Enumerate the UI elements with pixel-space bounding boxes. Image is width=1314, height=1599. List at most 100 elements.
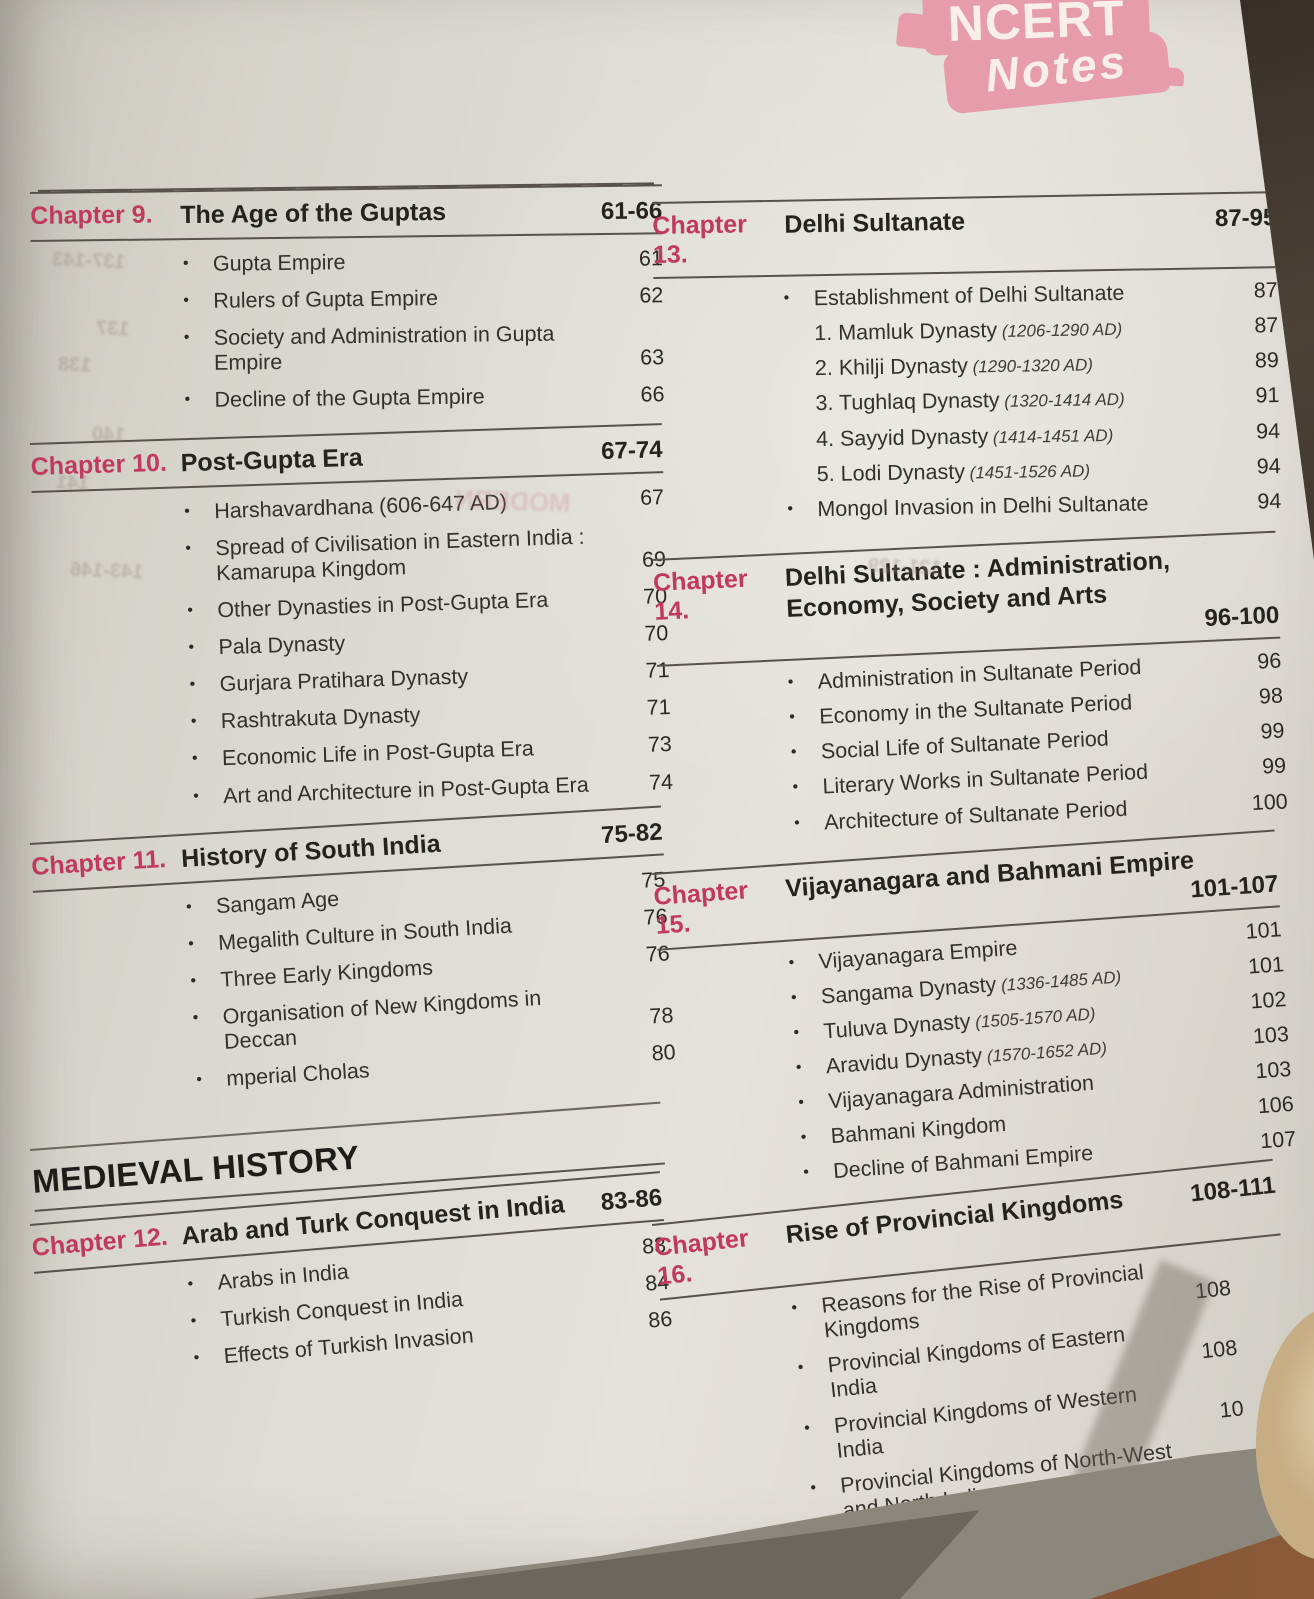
chapter-title: The Age of the Guptas bbox=[180, 197, 447, 230]
bullet-icon: • bbox=[790, 988, 798, 1006]
bullet-icon: • bbox=[800, 1128, 808, 1147]
toc-item: • Art and Architecture in Post-Gupta Era 7… bbox=[193, 770, 674, 810]
toc-item-date: (1206-1290 AD) bbox=[996, 319, 1123, 342]
chapter-label: Chapter 14. bbox=[652, 564, 749, 626]
toc-item: • Rulers of Gupta Empire 62 bbox=[183, 283, 663, 314]
bullet-icon: • bbox=[187, 602, 194, 620]
toc-item-page: 107 bbox=[1259, 1126, 1297, 1154]
toc-item: • Pala Dynasty 70 bbox=[188, 621, 669, 661]
chapter-title: Arab and Turk Conquest in India bbox=[180, 1190, 566, 1251]
bullet-icon: • bbox=[787, 673, 794, 691]
chapter-item-list: • Gupta Empire 61 • Rulers of Gupta Empire 62… bbox=[183, 246, 665, 414]
bullet-icon: • bbox=[189, 972, 197, 990]
chapter-item-list: • Vijayanagara Empire 101 • Sangama Dynasty … bbox=[788, 916, 1297, 1186]
chapter-title: Post-Gupta Era bbox=[180, 443, 364, 478]
toc-item-text: Mongol Invasion in Delhi Sultanate bbox=[817, 491, 1149, 522]
chapter-title-wrap: The Age of the Guptas 61-66 bbox=[180, 194, 662, 230]
bullet-icon: • bbox=[809, 1479, 817, 1497]
bullet-icon: • bbox=[185, 898, 193, 916]
toc-item-date: (1451-1526 AD) bbox=[964, 461, 1091, 483]
toc-item: • Rashtrakuta Dynasty 71 bbox=[190, 696, 671, 736]
bullet-icon: • bbox=[183, 502, 191, 520]
bullet-icon: • bbox=[790, 1299, 799, 1317]
toc-item-page: 99 bbox=[1261, 753, 1287, 779]
bullet-icon: • bbox=[783, 289, 790, 307]
toc-item-page: 99 bbox=[1260, 718, 1285, 744]
chapter-title: Rise of Provincial Kingdoms bbox=[784, 1185, 1125, 1250]
toc-item: 1. Mamluk Dynasty (1206-1290 AD) 87 bbox=[784, 313, 1278, 347]
bullet-icon: • bbox=[186, 1275, 194, 1293]
toc-item-text: Other Dynasties in Post-Gupta Era bbox=[216, 587, 549, 623]
chapter-title: History of South India bbox=[180, 829, 442, 874]
toc-item-page: 87 bbox=[1253, 278, 1278, 303]
chapter-block: Chapter 15. Vijayanagara and Bahmani Empi… bbox=[652, 829, 1297, 1195]
chapter-item-list: • Establishment of Delhi Sultanate 87 1. Ma… bbox=[783, 278, 1282, 523]
toc-item-text: Gurjara Pratihara Dynasty bbox=[219, 664, 469, 697]
toc-item-text: Rashtrakuta Dynasty bbox=[220, 703, 421, 734]
chapter-block: Chapter 9. The Age of the Guptas 61-66 • Gup… bbox=[30, 184, 665, 415]
toc-item-page: 106 bbox=[1257, 1091, 1295, 1119]
toc-item: • Harshavardhana (606-647 AD) 67 bbox=[184, 485, 665, 525]
toc-item: • Economic Life in Post-Gupta Era 73 bbox=[192, 733, 673, 773]
chapter-header: Chapter 9. The Age of the Guptas 61-66 bbox=[30, 184, 663, 242]
toc-item-text: Establishment of Delhi Sultanate bbox=[813, 280, 1125, 311]
toc-item-text: Harshavardhana (606-647 AD) bbox=[213, 489, 508, 523]
chapter-title-wrap: History of South India 75-82 bbox=[180, 815, 663, 874]
chapter-item-list: • Harshavardhana (606-647 AD) 67 • Spread of… bbox=[184, 485, 674, 810]
toc-item-date: (1414-1451 AD) bbox=[988, 425, 1114, 447]
chapter-block: Chapter 14. Delhi Sultanate : Administrat… bbox=[652, 530, 1288, 843]
chapter-page-range: 87-95 bbox=[1214, 203, 1277, 232]
bullet-icon bbox=[787, 462, 817, 466]
chapter-block: Chapter 13. Delhi Sultanate 87-95 • Establis… bbox=[652, 191, 1282, 525]
toc-item: 3. Tughlaq Dynasty (1320-1414 AD) 91 bbox=[785, 384, 1279, 418]
bullet-icon: • bbox=[195, 1071, 203, 1089]
toc-item-date: (1290-1320 AD) bbox=[967, 355, 1094, 377]
toc-item: 4. Sayyid Dynasty (1414-1451 AD) 94 bbox=[786, 419, 1280, 453]
bullet-icon: • bbox=[189, 676, 196, 694]
toc-item-text: Decline of the Gupta Empire bbox=[214, 384, 485, 412]
chapter-label: Chapter 11. bbox=[30, 844, 167, 881]
toc-item-page: 102 bbox=[1249, 986, 1288, 1014]
toc-column-left: Chapter 9. The Age of the Guptas 61-66 • Gup… bbox=[30, 184, 676, 1397]
bullet-icon: • bbox=[797, 1093, 805, 1112]
chapter-title-wrap: Post-Gupta Era 67-74 bbox=[180, 433, 663, 479]
bullet-icon: • bbox=[182, 254, 189, 272]
chapter-label: Chapter 12. bbox=[30, 1222, 169, 1263]
toc-item-text: Architecture of Sultanate Period bbox=[823, 796, 1128, 834]
toc-item: • Gurjara Pratihara Dynasty 71 bbox=[189, 658, 670, 698]
toc-item-text: Gupta Empire bbox=[212, 249, 346, 276]
toc-item-text: 4. Sayyid Dynasty (1414-1451 AD) bbox=[815, 423, 1114, 451]
toc-item-page: 91 bbox=[1255, 383, 1280, 408]
chapter-page-range: 101-107 bbox=[1189, 869, 1280, 903]
toc-item: • Society and Administration in Gupta Emp… bbox=[184, 320, 665, 376]
toc-item-text: Society and Administration in Gupta Empi… bbox=[213, 321, 555, 375]
bullet-icon: • bbox=[796, 1359, 805, 1377]
chapter-block: Chapter 11. History of South India 75-82 • S… bbox=[30, 805, 676, 1102]
chapter-header: Chapter 13. Delhi Sultanate 87-95 bbox=[652, 191, 1278, 279]
toc-item-text: 5. Lodi Dynasty (1451-1526 AD) bbox=[816, 459, 1091, 486]
bullet-icon: • bbox=[190, 713, 197, 731]
toc-item-page: 89 bbox=[1254, 348, 1280, 373]
toc-item: • Establishment of Delhi Sultanate 87 bbox=[783, 278, 1278, 312]
bullet-icon: • bbox=[792, 1023, 800, 1041]
chapter-title-wrap: Delhi Sultanate 87-95 bbox=[784, 201, 1276, 240]
bullet-icon bbox=[785, 356, 815, 360]
chapter-label: Chapter 13. bbox=[652, 210, 748, 269]
toc-item-page: 10 bbox=[1218, 1396, 1245, 1423]
toc-item: • Decline of the Gupta Empire 66 bbox=[184, 382, 664, 413]
toc-item-text: Art and Architecture in Post-Gupta Era bbox=[222, 772, 590, 808]
bullet-icon: • bbox=[193, 1349, 201, 1367]
bullet-icon: • bbox=[189, 1312, 197, 1330]
toc-item-page: 103 bbox=[1254, 1056, 1293, 1084]
toc-item-date: (1320-1414 AD) bbox=[999, 390, 1125, 412]
bullet-icon: • bbox=[183, 328, 190, 346]
chapter-label: Chapter 9. bbox=[30, 200, 153, 230]
toc-item-page: 94 bbox=[1255, 418, 1281, 444]
toc-item-text: Rulers of Gupta Empire bbox=[213, 285, 439, 313]
toc-item: • Other Dynasties in Post-Gupta Era 70 bbox=[187, 584, 668, 624]
chapter-title: Delhi Sultanate bbox=[784, 207, 966, 239]
bullet-icon bbox=[786, 427, 816, 431]
toc-item: • Spread of Civilisation in Eastern India… bbox=[185, 522, 666, 587]
